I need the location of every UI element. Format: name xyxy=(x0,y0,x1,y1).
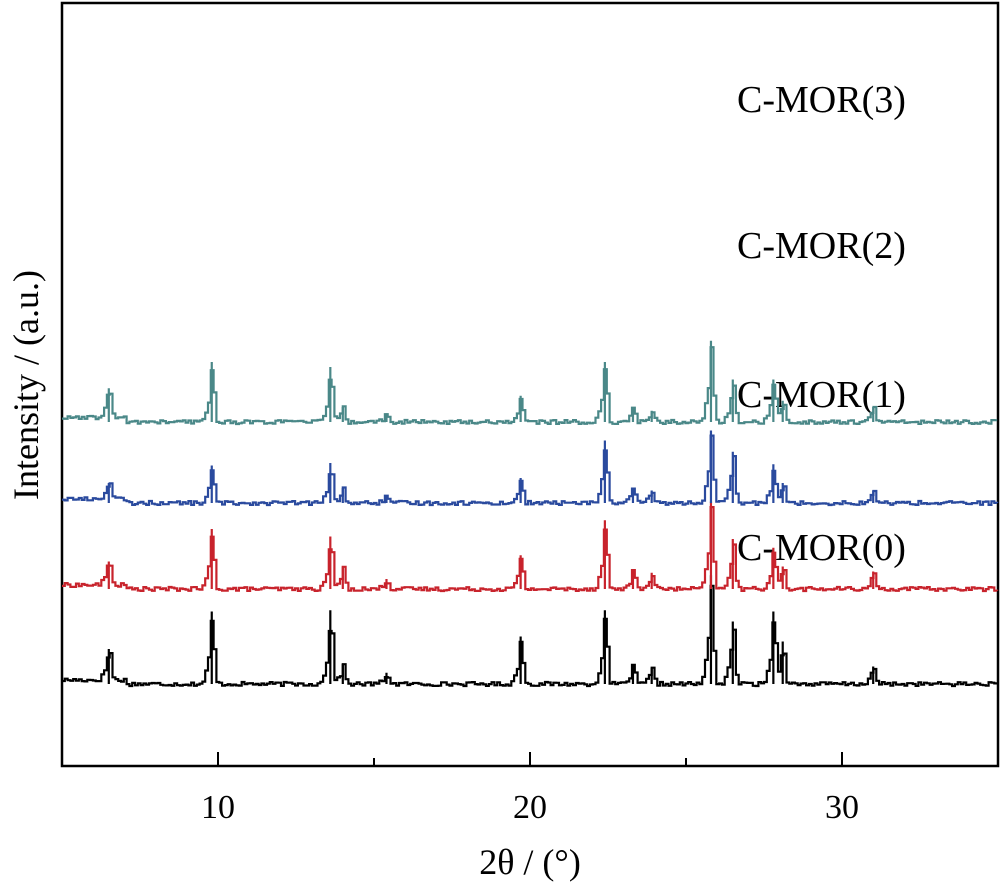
series-label: C-MOR(0) xyxy=(737,527,906,569)
series-line-1 xyxy=(62,506,999,593)
series-line-3 xyxy=(62,346,998,426)
x-tick-label: 10 xyxy=(201,789,235,826)
x-axis-label: 2θ / (°) xyxy=(479,842,581,882)
series-label: C-MOR(2) xyxy=(737,225,906,267)
x-tick-label: 20 xyxy=(513,789,547,826)
series-label: C-MOR(3) xyxy=(737,79,906,121)
x-axis: 10 20 30 xyxy=(201,752,859,826)
x-tick-label: 30 xyxy=(825,789,859,826)
series-line-0 xyxy=(62,584,999,688)
series-label: C-MOR(1) xyxy=(737,374,906,416)
series-layer: C-MOR(0) C-MOR(1) C-MOR(2) C-MOR(3) xyxy=(62,79,999,688)
series-line-2 xyxy=(62,434,999,507)
y-axis-label: Intensity / (a.u.) xyxy=(6,270,46,500)
